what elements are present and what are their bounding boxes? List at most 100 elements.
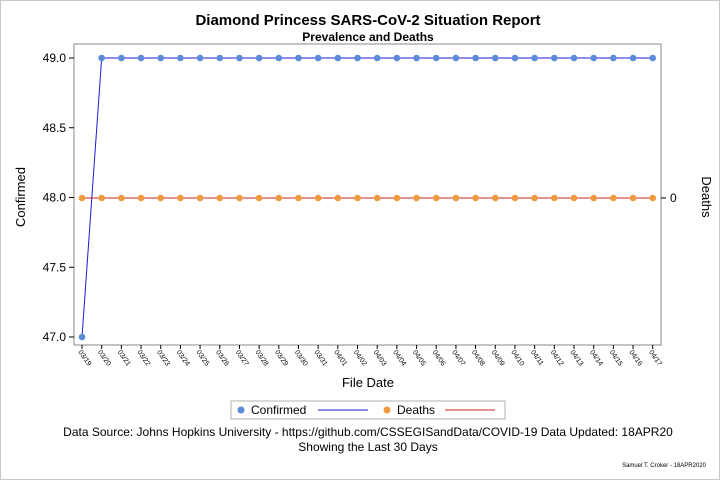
x-axis: 03/19 03/20 03/21 03/22 03/23 03/24 03/25 03/26… [76,345,663,368]
data-point-deaths [590,194,597,202]
series-layer [78,54,657,341]
data-point-confirmed [472,54,479,62]
data-point-deaths [354,194,361,202]
x-tick-label: 03/31 [313,349,329,367]
data-point-deaths [216,194,224,202]
data-point-confirmed [177,54,184,62]
y-tick-label-left: 48.5 [43,121,67,135]
data-point-deaths [157,194,165,202]
data-point-deaths [472,194,479,202]
x-tick-label: 04/09 [490,349,506,367]
x-tick-label: 04/11 [529,349,545,367]
data-point-confirmed [98,54,105,62]
data-point-confirmed [373,54,381,62]
data-point-confirmed [334,54,342,62]
data-point-confirmed [255,54,263,62]
data-point-confirmed [314,54,322,62]
x-tick-label: 04/03 [372,349,388,367]
data-point-deaths [491,194,499,202]
data-point-confirmed [629,54,637,62]
x-tick-label: 04/06 [431,349,447,367]
data-point-deaths [334,194,342,202]
data-point-confirmed [78,333,86,341]
author-signature: Samuel T. Croker - 18APR2020 [622,463,707,469]
legend-marker-deaths [383,406,391,414]
right-axis: 0 [661,191,677,205]
data-point-confirmed [393,54,401,62]
x-tick-label: 03/20 [96,349,112,367]
x-tick-label: 03/24 [175,349,191,367]
data-point-deaths [255,194,263,202]
data-source-note: Data Source: Johns Hopkins University - … [63,425,673,439]
data-point-confirmed [649,54,657,62]
x-tick-label: 04/05 [411,349,427,367]
data-point-deaths [649,194,657,202]
left-axis: 47.0 47.5 48.0 48.5 49.0 [43,51,74,344]
y-axis-label-left: Confirmed [13,167,28,227]
data-point-deaths [393,194,401,202]
data-point-deaths [452,194,460,202]
y-tick-label-left: 48.0 [43,191,67,205]
data-point-deaths [610,194,617,202]
data-point-confirmed [354,54,361,62]
x-tick-label: 04/07 [450,349,466,367]
x-tick-label: 04/02 [352,349,368,367]
data-point-confirmed [413,54,420,62]
data-point-deaths [373,194,381,202]
x-tick-label: 04/12 [549,349,565,367]
data-point-deaths [314,194,322,202]
y-tick-label-right: 0 [670,191,677,205]
y-tick-label-left: 47.5 [43,260,67,274]
data-point-confirmed [570,54,578,62]
data-point-confirmed [196,54,204,62]
data-point-deaths [196,194,204,202]
x-tick-label: 04/10 [509,349,525,367]
y-axis-label-right: Deaths [699,176,714,218]
data-point-confirmed [432,54,440,62]
data-point-confirmed [137,54,145,62]
data-point-deaths [295,194,302,202]
data-point-deaths [432,194,440,202]
x-tick-label: 04/16 [627,349,643,367]
x-tick-label: 03/29 [273,349,289,367]
data-point-deaths [629,194,637,202]
data-point-deaths [137,194,145,202]
data-point-confirmed [531,54,538,62]
legend-label-confirmed: Confirmed [251,403,306,417]
data-point-confirmed [216,54,224,62]
plot-area [73,43,662,346]
data-point-deaths [118,194,125,202]
data-point-confirmed [511,54,519,62]
x-tick-label: 03/25 [194,349,210,367]
x-tick-label: 03/19 [76,349,92,367]
data-point-deaths [570,194,578,202]
data-point-confirmed [118,54,125,62]
y-tick-label-left: 49.0 [43,51,67,65]
data-point-confirmed [157,54,165,62]
x-axis-label: File Date [342,375,394,390]
data-point-confirmed [275,54,283,62]
data-point-deaths [413,194,420,202]
data-point-confirmed [491,54,499,62]
y-tick-label-left: 47.0 [43,330,67,344]
x-tick-label: 03/26 [214,349,230,367]
x-tick-label: 04/15 [608,349,624,367]
x-tick-label: 04/04 [391,349,407,367]
data-point-confirmed [610,54,617,62]
x-tick-label: 04/08 [470,349,486,367]
x-tick-label: 04/13 [568,349,584,367]
data-point-deaths [511,194,519,202]
x-tick-label: 04/14 [588,349,604,367]
data-point-confirmed [551,54,558,62]
data-point-confirmed [295,54,302,62]
period-note: Showing the Last 30 Days [298,440,437,454]
x-tick-label: 03/27 [234,349,250,367]
data-point-confirmed [452,54,460,62]
x-tick-label: 03/23 [155,349,171,367]
x-tick-label: 04/01 [332,349,348,367]
data-point-deaths [275,194,283,202]
legend-marker-confirmed [237,406,245,414]
x-tick-label: 03/28 [253,349,269,367]
data-point-deaths [236,194,243,202]
